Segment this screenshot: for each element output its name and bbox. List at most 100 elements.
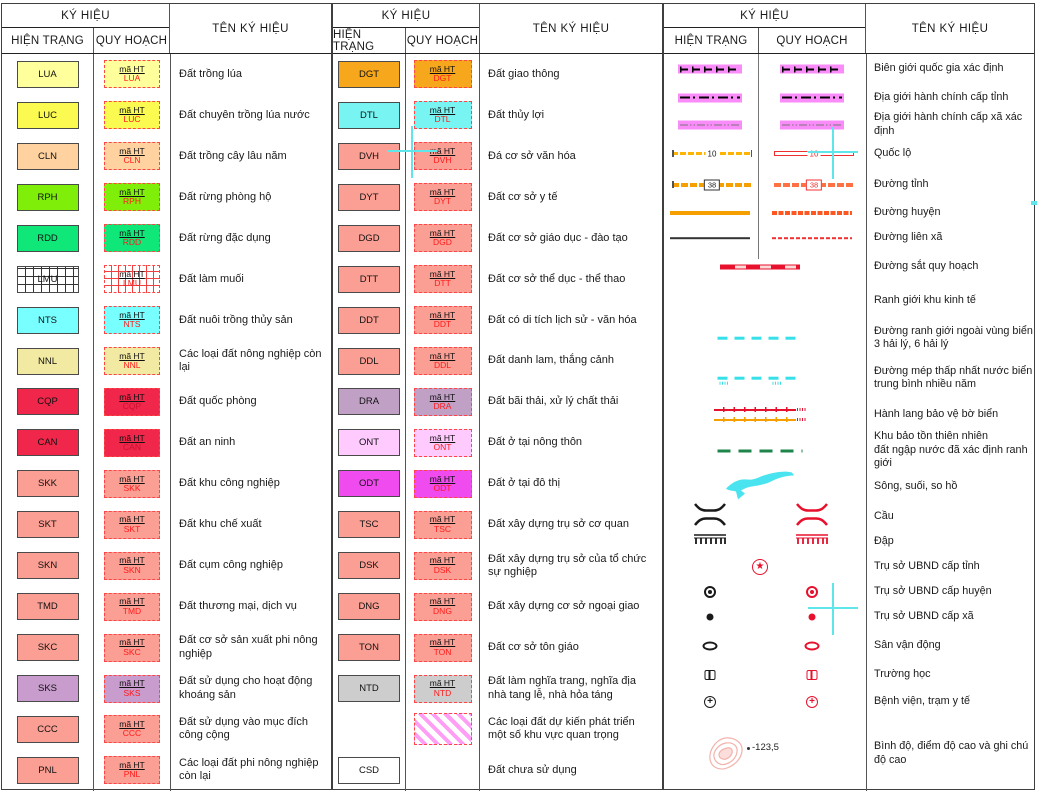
symbol-name: Cầu	[866, 505, 1034, 529]
current-status-swatch: TON	[338, 634, 400, 662]
symbol-name: Đá cơ sở văn hóa	[488, 149, 576, 162]
symbol-name: Đất ở tại đô thị	[488, 477, 561, 490]
ma-ht-label: mã HT	[119, 186, 145, 197]
land-code: LUA	[123, 73, 141, 84]
current-status-swatch: NTS	[16, 306, 79, 334]
planned-swatch: mã HT ONT	[413, 428, 472, 457]
legend-row: DNG mã HT DNG Đất xây dựng cơ sở ngoại gi…	[333, 586, 662, 628]
planned-swatch: mã HT LMU	[104, 265, 160, 294]
planned-swatch: mã HT CCC	[104, 715, 160, 744]
land-code: TON	[433, 646, 452, 657]
planned-swatch: mã HT DGT	[413, 60, 472, 89]
land-code: DDT	[359, 314, 379, 326]
land-code: NTS	[123, 319, 141, 330]
land-code: ONT	[433, 441, 452, 452]
land-code: CCC	[122, 728, 142, 739]
current-status-swatch: CAN	[16, 429, 79, 457]
ma-ht-label: mã HT	[119, 105, 145, 116]
boundary-band-symbol	[678, 64, 742, 74]
land-code: ODT	[358, 478, 380, 490]
planned-swatch: mã HT DSK	[413, 551, 472, 580]
legend-row: DTL mã HT DTL Đất thủy lợi	[333, 94, 662, 136]
current-status-swatch: DGD	[338, 224, 400, 252]
symbol-name: Đất cơ sở y tế	[488, 190, 558, 203]
planned-swatch: mã HT SKC	[104, 633, 160, 662]
legend-row: SKT mã HT SKT Đất khu chế xuất	[2, 504, 331, 546]
current-status-swatch: SKK	[16, 470, 79, 498]
current-status-swatch: ONT	[338, 429, 400, 457]
header-ky-hieu: KÝ HIỆU	[333, 4, 479, 28]
legend-row: DGD mã HT DGD Đất cơ sở giáo dục - đào tạ…	[333, 217, 662, 259]
header-ten-ky-hieu: TÊN KÝ HIỆU	[865, 4, 1034, 53]
current-status-swatch: ODT	[338, 470, 400, 498]
national-road-current: 10	[672, 148, 752, 160]
current-status-swatch: DRA	[338, 388, 400, 416]
current-status-swatch: SKC	[16, 634, 79, 662]
header-ten-ky-hieu: TÊN KÝ HIỆU	[212, 22, 289, 35]
ma-ht-label: mã HT	[429, 350, 456, 361]
road-number: 10	[705, 149, 719, 158]
land-code: CAN	[123, 441, 141, 452]
ma-ht-label: mã HT	[429, 678, 456, 689]
legend-row: 10 10 Quốc lộ	[664, 138, 1034, 169]
table-header: KÝ HIỆU HIỆN TRẠNG QUY HOẠCH TÊN KÝ HIỆU	[333, 4, 662, 54]
land-code: DTT	[359, 273, 379, 285]
symbol-name: Các loại đất phi nông nghiệp còn lại	[179, 757, 319, 783]
ma-ht-label: mã HT	[119, 146, 145, 156]
symbol-name: Đất quốc phòng	[179, 395, 257, 408]
symbol-name: Đất bãi thải, xử lý chất thải	[488, 395, 619, 408]
road-number: 38	[703, 179, 721, 190]
planned-swatch: mã HT DNG	[413, 592, 472, 621]
land-code: NNL	[123, 360, 141, 371]
legend-row: DVH mã HT DVH Đá cơ sở văn hóa	[333, 135, 662, 177]
legend-row: Sân vận động	[664, 629, 1034, 662]
current-status-swatch: TSC	[338, 511, 400, 539]
ma-ht-label: mã HT	[119, 227, 145, 238]
legend-row: Địa giới hành chính cấp tỉnh	[664, 84, 1034, 111]
header-quy-hoach: QUY HOẠCH	[776, 34, 848, 47]
symbol-name: Các loại đất nông nghiệp còn lại	[179, 347, 322, 374]
legend-row: TSC mã HT TSC Đất xây dựng trụ sở cơ quan	[333, 504, 662, 546]
symbol-name: Đất có di tích lịch sử - văn hóa	[488, 313, 637, 326]
legend-row: Đường huyện	[664, 200, 1034, 225]
planned-swatch: mã HT SKK	[104, 469, 160, 498]
symbol-name: Đường sắt quy hoạch	[866, 251, 1034, 283]
ma-ht-label: mã HT	[119, 268, 145, 279]
header-quy-hoach: QUY HOẠCH	[95, 34, 168, 47]
legend-row: ONT mã HT ONT Đất ở tại nông thôn	[333, 422, 662, 464]
legend-row: Ranh giới khu kinh tế	[664, 283, 1034, 318]
land-code: DDT	[433, 319, 452, 330]
land-code: DDL	[359, 355, 379, 367]
symbol-name: Đường liên xã	[866, 225, 1034, 251]
land-code: PNL	[38, 764, 57, 776]
land-code: ONT	[358, 437, 380, 449]
current-status-swatch: CCC	[16, 715, 79, 743]
land-code: SKS	[37, 683, 57, 695]
province-road-current: 38	[672, 179, 752, 191]
legend-row: + + Bệnh viện, trạm y tế	[664, 688, 1034, 716]
table-header: KÝ HIỆU HIỆN TRẠNG QUY HOẠCH TÊN KÝ HIỆU	[2, 4, 331, 54]
symbol-name: Đất ở tại nông thôn	[488, 436, 583, 449]
legend-table-urban: KÝ HIỆU HIỆN TRẠNG QUY HOẠCH TÊN KÝ HIỆU…	[332, 3, 663, 791]
symbol-name: Đất nuôi trồng thủy sản	[179, 313, 293, 326]
land-code: NTS	[38, 314, 57, 326]
land-code: CLN	[37, 150, 57, 162]
land-code: DGD	[433, 237, 452, 248]
contour-symbol: -123,5	[705, 733, 815, 775]
symbol-name: Biên giới quốc gia xác định	[866, 54, 1034, 84]
land-code: DRA	[433, 400, 452, 411]
legend-row: CLN mã HT CLN Đất trồng cây lâu năm	[2, 135, 331, 177]
legend-row: CQP mã HT CQP Đất quốc phòng	[2, 381, 331, 423]
land-code: SKS	[123, 687, 141, 698]
symbol-name: Đất thương mại, dịch vụ	[179, 600, 297, 613]
planned-hatch-swatch	[413, 713, 472, 746]
land-code: LMU	[123, 278, 141, 289]
legend-row: LMU mã HT LMU Đất làm muối	[2, 258, 331, 300]
planned-swatch: mã HT LUC	[104, 101, 160, 130]
legend-row: SKK mã HT SKK Đất khu công nghiệp	[2, 463, 331, 505]
land-code: TSC	[434, 523, 451, 534]
symbol-name: Hành lang bảo vệ bờ biển	[866, 398, 1034, 432]
legend-row: Đập	[664, 529, 1034, 554]
boundary-band-symbol	[780, 64, 844, 74]
header-ten-ky-hieu: TÊN KÝ HIỆU	[532, 22, 610, 35]
